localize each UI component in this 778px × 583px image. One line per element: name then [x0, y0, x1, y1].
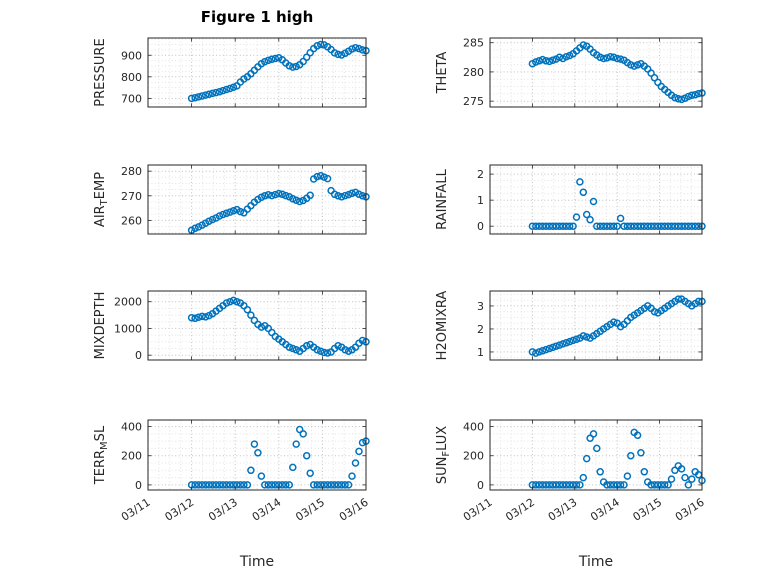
subplot-theta: 275 280 285 THETA — [435, 37, 706, 108]
tick-marks — [147, 165, 367, 234]
tick-marks — [147, 420, 367, 490]
x-tick-label: 03/15 — [293, 496, 327, 524]
y-axis-label: H2OMIXRA — [435, 291, 450, 361]
y-tick-label: 3 — [477, 300, 484, 313]
major-grid — [148, 291, 366, 360]
subplot-terr-msl: 0 200 400 TERRMSL 03/11 03/12 03/13 03/14 03/15 0… — [93, 419, 371, 524]
y-axis-label: PRESSURE — [93, 38, 108, 106]
x-tick-label: 03/12 — [163, 496, 197, 524]
tick-marks — [489, 291, 703, 360]
tick-marks — [147, 291, 367, 360]
y-tick-label: 285 — [463, 37, 484, 50]
subplot-pressure: 700 800 900 PRESSURE — [93, 37, 370, 108]
y-tick-label: 2000 — [114, 296, 142, 309]
y-tick-label: 280 — [463, 66, 484, 79]
axes-box — [489, 290, 703, 361]
x-axis-title-left: Time — [239, 554, 275, 570]
x-tick-label: 03/16 — [337, 496, 371, 524]
y-axis-label: RAINFALL — [435, 168, 450, 229]
y-tick-label: 2 — [477, 323, 484, 336]
y-tick-label: 0 — [135, 349, 142, 362]
y-tick-label: 400 — [463, 421, 484, 434]
scatter-series — [187, 40, 370, 103]
y-tick-label: 0 — [135, 479, 142, 492]
major-grid — [490, 38, 702, 107]
x-tick-label: 03/16 — [673, 496, 707, 524]
y-tick-label: 800 — [121, 71, 142, 84]
y-tick-label: 200 — [121, 450, 142, 463]
x-tick-label: 03/11 — [461, 496, 495, 524]
y-axis-label: SUNFLUX — [435, 426, 452, 484]
tick-marks — [489, 38, 703, 107]
y-axis-label: AIRTEMP — [93, 172, 110, 227]
minor-grid — [490, 165, 702, 234]
subplot-air-temp: 260 270 280 AIRTEMP — [93, 164, 370, 235]
subplot-mixdepth: 0 1000 2000 MIXDEPTH — [93, 290, 370, 362]
y-tick-label: 270 — [121, 190, 142, 203]
subplot-sun-flux: 0 200 400 SUNFLUX 03/11 03/12 03/13 03/14 03/15 0… — [435, 419, 707, 524]
y-tick-label: 2 — [477, 168, 484, 181]
y-axis-label: THETA — [435, 52, 450, 95]
figure-title: Figure 1 high — [200, 8, 314, 26]
scatter-series — [187, 425, 370, 489]
axes-box — [489, 164, 703, 235]
subplot-rainfall: 0 1 2 RAINFALL — [435, 164, 706, 235]
y-tick-label: 0 — [477, 479, 484, 492]
axes-box — [147, 37, 367, 108]
y-tick-label: 1000 — [114, 322, 142, 335]
minor-grid — [148, 165, 366, 234]
axes-box — [489, 419, 703, 491]
scatter-series — [187, 296, 370, 357]
subplot-h2omixra: 1 2 3 H2OMIXRA — [435, 290, 706, 361]
y-tick-label: 275 — [463, 95, 484, 108]
scatter-series — [528, 295, 706, 357]
y-axis-label: TERRMSL — [93, 425, 110, 485]
x-axis-title-right: Time — [578, 554, 614, 570]
y-tick-label: 700 — [121, 92, 142, 105]
major-grid — [148, 38, 366, 107]
tick-marks — [147, 38, 367, 107]
major-grid — [148, 165, 366, 234]
y-tick-label: 1 — [477, 194, 484, 207]
x-tick-label: 03/14 — [588, 496, 622, 524]
x-tick-label: 03/11 — [119, 496, 153, 524]
y-tick-label: 260 — [121, 214, 142, 227]
minor-grid — [490, 420, 702, 490]
y-axis-label: MIXDEPTH — [93, 292, 108, 360]
x-tick-label: 03/13 — [206, 496, 240, 524]
tick-marks — [489, 165, 703, 234]
axes-box — [147, 419, 367, 491]
y-tick-label: 0 — [477, 220, 484, 233]
axes-box — [489, 37, 703, 108]
y-tick-label: 900 — [121, 49, 142, 62]
x-tick-label: 03/14 — [250, 496, 284, 524]
x-tick-label: 03/12 — [503, 496, 537, 524]
x-tick-label: 03/15 — [631, 496, 665, 524]
major-grid — [490, 420, 702, 490]
x-tick-label: 03/13 — [546, 496, 580, 524]
y-tick-label: 400 — [121, 421, 142, 434]
y-tick-label: 1 — [477, 346, 484, 359]
y-tick-label: 280 — [121, 165, 142, 178]
y-tick-label: 200 — [463, 450, 484, 463]
tick-marks — [489, 420, 703, 490]
minor-grid — [490, 38, 702, 107]
scatter-series — [528, 41, 706, 104]
scatter-series — [187, 172, 370, 235]
axes-box — [147, 164, 367, 235]
scatter-series — [528, 428, 706, 489]
axes-box — [147, 290, 367, 361]
